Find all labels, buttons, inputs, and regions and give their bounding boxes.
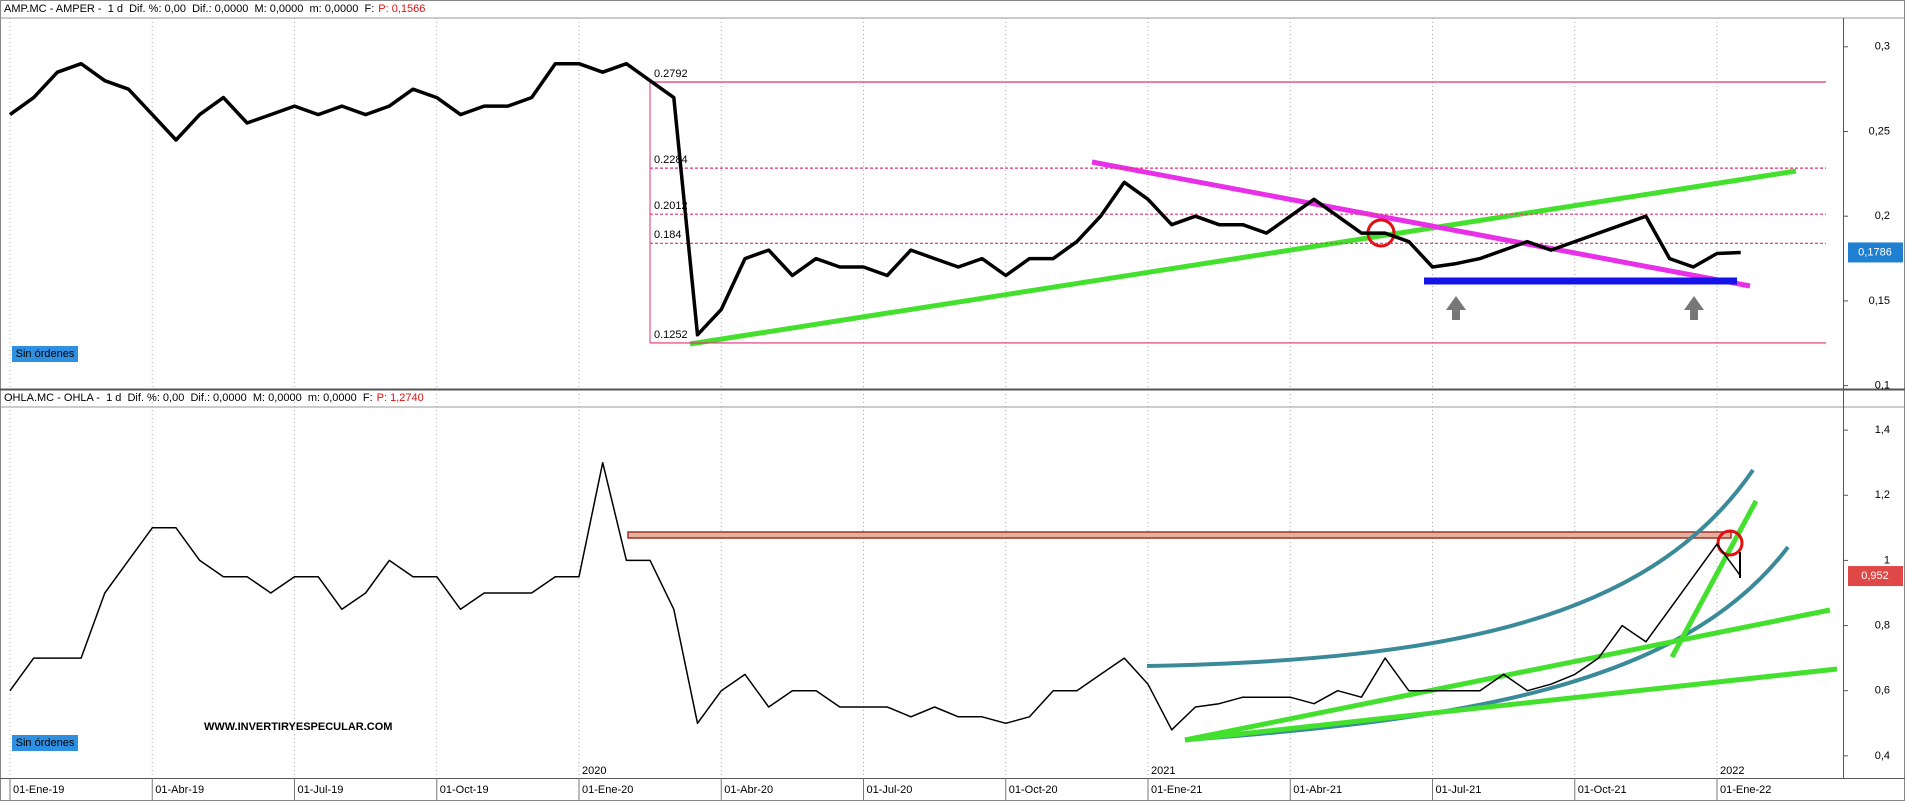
year-label: 2021	[1151, 765, 1175, 777]
x-tick-label: 01-Oct-19	[440, 784, 489, 796]
y-tick-label: 1,2	[1875, 489, 1890, 501]
orders-badge	[12, 735, 78, 751]
x-tick-label: 01-Abr-19	[155, 784, 204, 796]
curve	[1184, 545, 1790, 742]
y-tick-label: 0,25	[1869, 125, 1890, 137]
grid	[9, 18, 1718, 778]
y-tick-label: 0,4	[1875, 750, 1890, 762]
y-tick-label: 1	[1884, 554, 1890, 566]
level-label: 0.2792	[654, 68, 688, 80]
price-tag	[1848, 242, 1903, 263]
trend-line	[1184, 666, 1838, 743]
y-tick-label: 0,2	[1875, 210, 1890, 222]
orders-badge-label: Sin órdenes	[16, 348, 75, 360]
y-tick-label: 0,8	[1875, 619, 1890, 631]
y-tick-label: 0,1	[1875, 380, 1890, 392]
watermark: WWW.INVERTIRYESPECULAR.COM	[204, 721, 392, 733]
y-tick-label: 1,4	[1875, 424, 1890, 436]
curve	[1146, 468, 1755, 668]
price-tag-label: 0,952	[1861, 570, 1889, 582]
arrow	[1446, 296, 1466, 320]
orders-badge	[12, 346, 78, 362]
level-label: 0.1252	[654, 329, 688, 341]
header-price: P: 0,1566	[378, 3, 425, 15]
price-tag-label: 0,1786	[1858, 246, 1892, 258]
trend-line	[1184, 607, 1831, 743]
arrow	[1684, 296, 1704, 320]
y-tick-label: 0,15	[1869, 295, 1890, 307]
x-tick-label: 01-Oct-21	[1578, 784, 1627, 796]
y-tick-label: 0,3	[1875, 41, 1890, 53]
header-price: P: 1,2740	[377, 392, 424, 404]
x-tick-label: 01-Jul-19	[298, 784, 344, 796]
level-label: 0.2012	[654, 200, 688, 212]
panel-header: AMP.MC - AMPER - 1 d Dif. %: 0,00 Dif.: …	[4, 3, 374, 15]
level-label: 0.184	[654, 229, 682, 241]
y-tick-label: 0,6	[1875, 685, 1890, 697]
x-tick-label: 01-Ene-20	[582, 784, 633, 796]
year-label: 2020	[582, 765, 606, 777]
x-tick-label: 01-Oct-20	[1009, 784, 1058, 796]
orders-badge-label: Sin órdenes	[16, 737, 75, 749]
price-line	[9, 461, 1742, 731]
trend-line	[689, 168, 1797, 347]
x-tick-label: 01-Ene-19	[13, 784, 64, 796]
level-label: 0.2284	[654, 154, 688, 166]
year-label: 2022	[1720, 765, 1744, 777]
x-tick-label: 01-Abr-21	[1293, 784, 1342, 796]
trend-line	[1091, 159, 1751, 289]
x-tick-label: 01-Ene-21	[1151, 784, 1202, 796]
drawings-bottom	[627, 468, 1838, 743]
panel-header: OHLA.MC - OHLA - 1 d Dif. %: 0,00 Dif.: …	[4, 392, 373, 404]
x-tick-label: 01-Jul-21	[1436, 784, 1482, 796]
x-tick-label: 01-Abr-20	[724, 784, 773, 796]
price-line	[8, 61, 1741, 337]
resistance-band	[627, 531, 1732, 539]
highlight-circle	[1716, 529, 1744, 557]
x-tick-label: 01-Ene-22	[1720, 784, 1771, 796]
price-tag	[1848, 566, 1903, 587]
x-tick-label: 01-Jul-20	[867, 784, 913, 796]
trend-line	[1669, 499, 1759, 659]
